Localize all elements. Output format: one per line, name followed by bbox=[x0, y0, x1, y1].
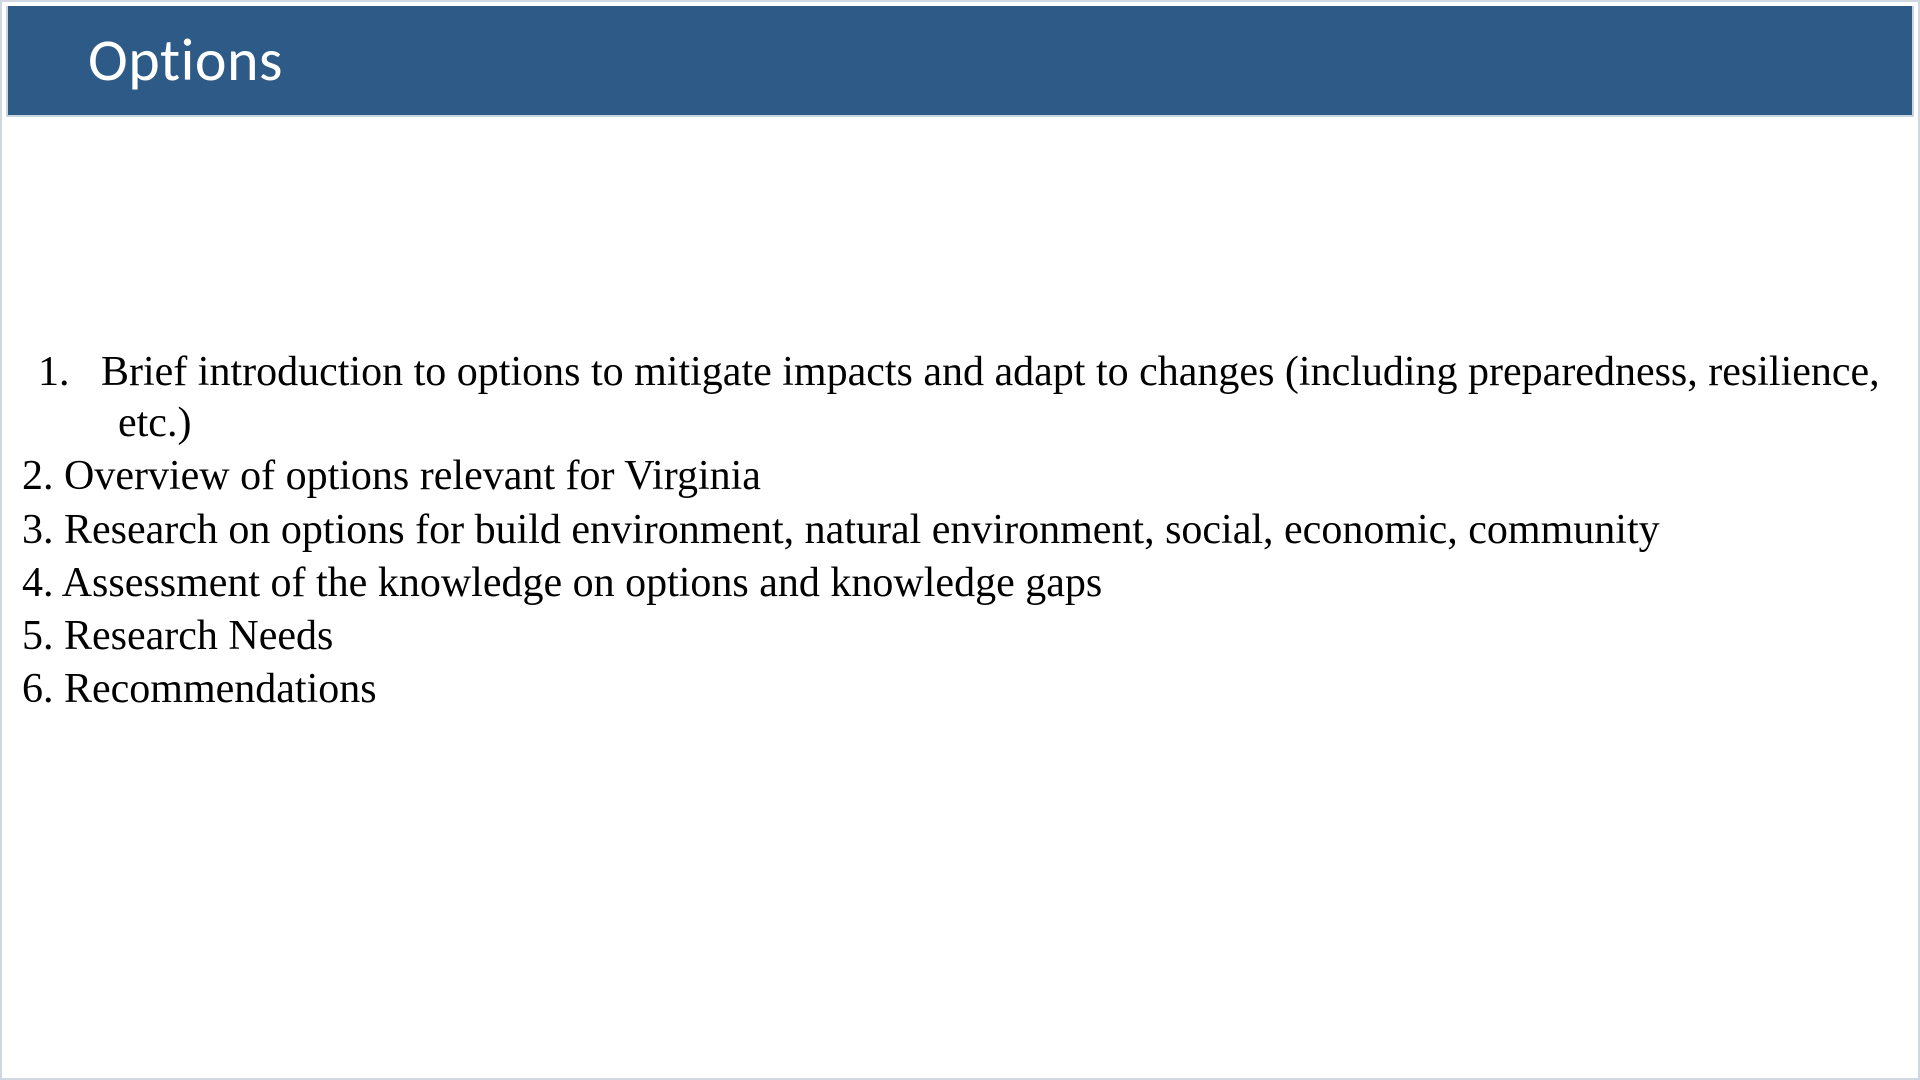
list-item: Recommendations bbox=[22, 664, 1898, 715]
slide-content: Brief introduction to options to mitigat… bbox=[2, 117, 1918, 716]
list-item: Research Needs bbox=[22, 611, 1898, 662]
title-bar: Options bbox=[6, 6, 1914, 117]
slide-title: Options bbox=[88, 24, 1892, 97]
options-list: Brief introduction to options to mitigat… bbox=[22, 347, 1898, 716]
list-item: Assessment of the knowledge on options a… bbox=[22, 558, 1898, 609]
list-item: Research on options for build environmen… bbox=[22, 505, 1898, 556]
list-item: Overview of options relevant for Virgini… bbox=[22, 451, 1898, 502]
list-item: Brief introduction to options to mitigat… bbox=[22, 347, 1898, 449]
